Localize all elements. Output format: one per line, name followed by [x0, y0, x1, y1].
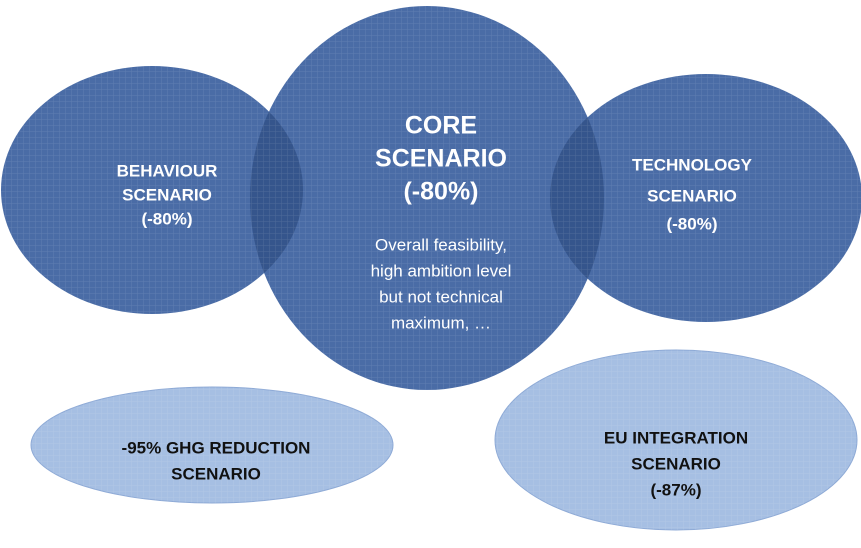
- eu-ellipse: [494, 349, 858, 531]
- label: (-80%): [141, 209, 192, 228]
- label: SCENARIO: [631, 454, 721, 473]
- label: CORE: [405, 112, 477, 140]
- behaviour-ellipse: [1, 66, 303, 314]
- label: SCENARIO: [647, 186, 737, 205]
- label: (-80%): [666, 214, 717, 233]
- description: maximum, …: [391, 313, 491, 332]
- technology-ellipse: [550, 74, 861, 322]
- description: Overall feasibility,: [375, 235, 507, 254]
- label: EU INTEGRATION: [604, 428, 748, 447]
- label: -95% GHG REDUCTION: [122, 438, 311, 457]
- core-circle: [250, 6, 604, 390]
- label: (-80%): [403, 178, 478, 206]
- description: high ambition level: [371, 261, 512, 280]
- description: but not technical: [379, 287, 503, 306]
- label: (-87%): [650, 480, 701, 499]
- label: SCENARIO: [171, 464, 261, 483]
- label: SCENARIO: [122, 185, 212, 204]
- label: SCENARIO: [375, 145, 507, 173]
- label: BEHAVIOUR: [117, 161, 218, 180]
- label: TECHNOLOGY: [632, 155, 753, 174]
- ghg-ellipse: [30, 386, 394, 504]
